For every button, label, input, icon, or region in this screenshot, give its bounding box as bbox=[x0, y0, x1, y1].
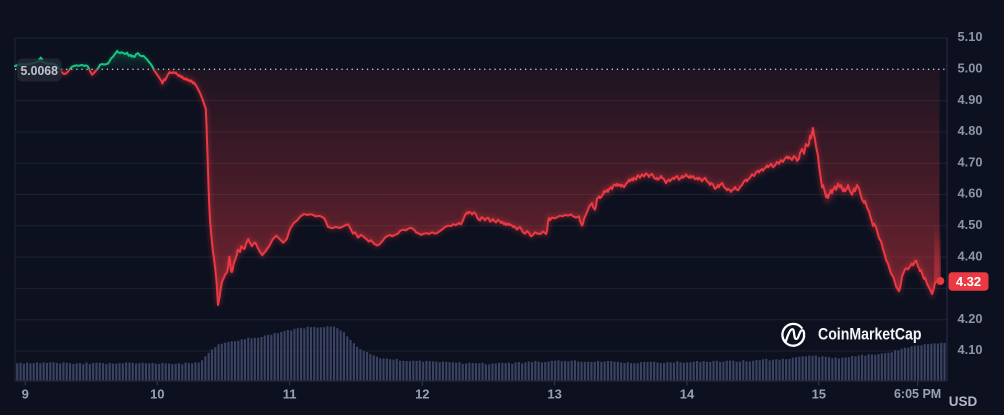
svg-text:4.60: 4.60 bbox=[958, 186, 983, 201]
svg-text:CoinMarketCap: CoinMarketCap bbox=[818, 325, 922, 344]
svg-text:4.80: 4.80 bbox=[958, 123, 983, 138]
svg-text:4.40: 4.40 bbox=[958, 248, 983, 263]
svg-text:4.50: 4.50 bbox=[958, 217, 983, 232]
svg-text:5.10: 5.10 bbox=[958, 29, 983, 44]
svg-text:11: 11 bbox=[283, 386, 297, 401]
svg-text:USD: USD bbox=[949, 394, 978, 409]
svg-text:12: 12 bbox=[415, 386, 429, 401]
svg-text:10: 10 bbox=[150, 386, 164, 401]
svg-text:4.90: 4.90 bbox=[958, 92, 983, 107]
svg-text:4.32: 4.32 bbox=[956, 274, 981, 289]
svg-text:4.20: 4.20 bbox=[958, 311, 983, 326]
svg-text:4.70: 4.70 bbox=[958, 154, 983, 169]
svg-text:5.0068: 5.0068 bbox=[20, 63, 58, 78]
svg-text:15: 15 bbox=[812, 386, 826, 401]
svg-text:13: 13 bbox=[547, 386, 561, 401]
svg-text:14: 14 bbox=[680, 386, 695, 401]
svg-text:4.10: 4.10 bbox=[958, 342, 983, 357]
svg-text:5.00: 5.00 bbox=[958, 61, 983, 76]
svg-text:6:05 PM: 6:05 PM bbox=[894, 387, 941, 401]
svg-text:9: 9 bbox=[22, 386, 29, 401]
